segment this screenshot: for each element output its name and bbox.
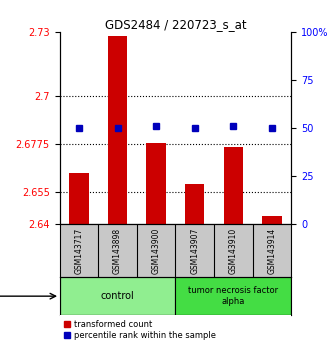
Bar <box>224 147 243 224</box>
Bar <box>175 277 291 315</box>
Legend: transformed count, percentile rank within the sample: transformed count, percentile rank withi… <box>64 320 216 340</box>
Bar <box>60 277 175 315</box>
Bar <box>69 173 88 224</box>
Bar <box>108 36 127 224</box>
Text: GSM143914: GSM143914 <box>267 228 276 274</box>
Text: GSM143907: GSM143907 <box>190 228 199 274</box>
Bar <box>262 216 282 224</box>
Text: tumor necrosis factor
alpha: tumor necrosis factor alpha <box>188 286 278 306</box>
Text: GSM143900: GSM143900 <box>152 228 161 274</box>
Text: GSM143910: GSM143910 <box>229 228 238 274</box>
Title: GDS2484 / 220723_s_at: GDS2484 / 220723_s_at <box>105 18 246 31</box>
Bar <box>185 184 204 224</box>
Text: GSM143717: GSM143717 <box>74 228 83 274</box>
Text: GSM143898: GSM143898 <box>113 228 122 274</box>
Text: control: control <box>101 291 134 301</box>
Bar <box>146 143 166 224</box>
